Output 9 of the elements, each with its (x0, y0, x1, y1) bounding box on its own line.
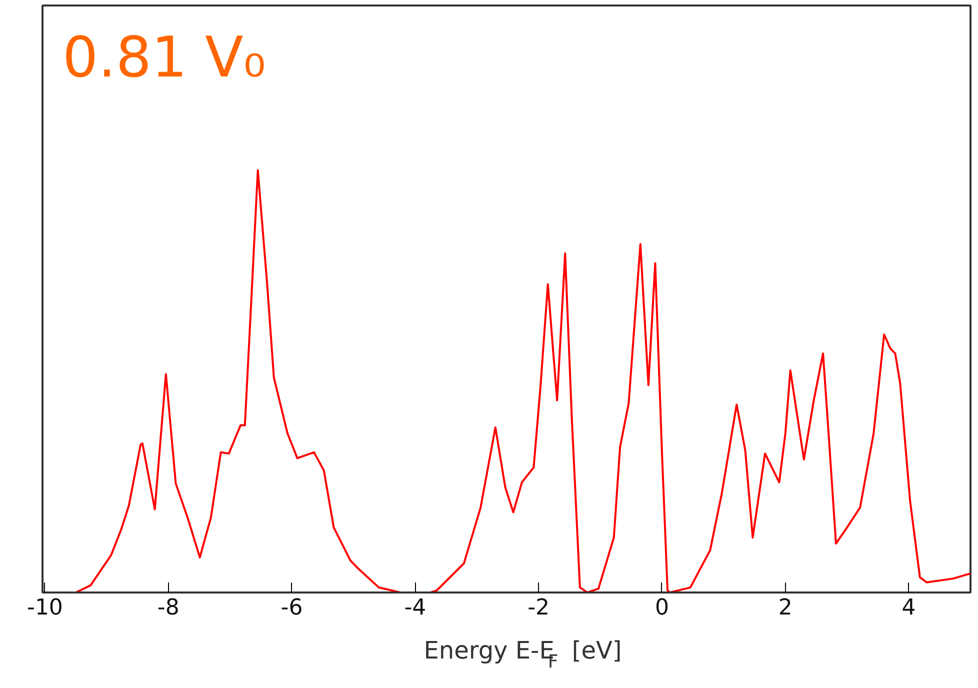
x-tick-label: -6 (280, 596, 303, 620)
x-tick-label: 0 (654, 596, 669, 620)
x-tick-label: -2 (528, 596, 550, 620)
x-tick-label: 2 (778, 596, 792, 620)
x-tick-label: -10 (27, 596, 63, 620)
x-tick-label: 4 (902, 596, 916, 620)
text: 0.81 V₀ (62, 26, 266, 90)
x-tick-label: -8 (157, 596, 180, 620)
x-tick-label: -4 (404, 596, 426, 620)
